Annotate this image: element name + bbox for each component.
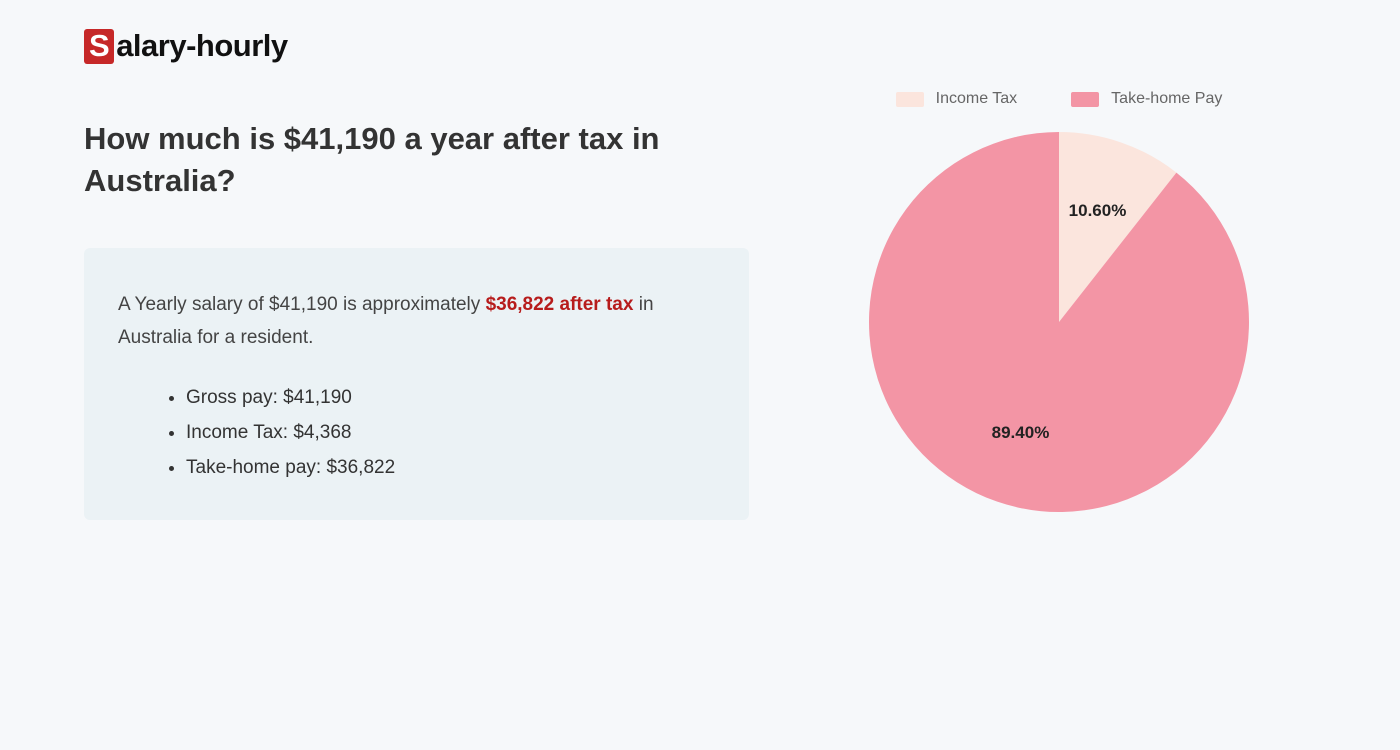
summary-text: A Yearly salary of $41,190 is approximat… <box>118 288 715 355</box>
logo-text: alary-hourly <box>116 28 287 64</box>
pie-label-takehome: 89.40% <box>992 423 1050 443</box>
summary-bullets: Gross pay: $41,190 Income Tax: $4,368 Ta… <box>118 380 715 485</box>
bullet-takehome: Take-home pay: $36,822 <box>186 450 715 485</box>
summary-highlight: $36,822 after tax <box>486 294 634 315</box>
summary-prefix: A Yearly salary of $41,190 is approximat… <box>118 294 486 315</box>
legend-label-tax: Income Tax <box>936 90 1018 108</box>
left-column: How much is $41,190 a year after tax in … <box>84 118 749 520</box>
right-column: Income Tax Take-home Pay 10.60% 89.40% <box>859 90 1259 512</box>
legend-label-takehome: Take-home Pay <box>1111 90 1222 108</box>
bullet-gross: Gross pay: $41,190 <box>186 380 715 415</box>
legend-item-tax: Income Tax <box>896 90 1018 108</box>
legend-swatch-takehome <box>1071 92 1099 107</box>
site-logo: Salary-hourly <box>84 28 1316 64</box>
content-row: How much is $41,190 a year after tax in … <box>84 118 1316 520</box>
pie-svg <box>869 132 1249 512</box>
page-title: How much is $41,190 a year after tax in … <box>84 118 749 202</box>
legend-item-takehome: Take-home Pay <box>1071 90 1222 108</box>
pie-slice-1 <box>869 132 1249 512</box>
pie-chart: 10.60% 89.40% <box>869 132 1249 512</box>
page-container: Salary-hourly How much is $41,190 a year… <box>0 0 1400 520</box>
logo-badge: S <box>84 29 114 64</box>
chart-legend: Income Tax Take-home Pay <box>859 90 1259 108</box>
legend-swatch-tax <box>896 92 924 107</box>
pie-label-tax: 10.60% <box>1069 201 1127 221</box>
summary-box: A Yearly salary of $41,190 is approximat… <box>84 248 749 520</box>
bullet-tax: Income Tax: $4,368 <box>186 415 715 450</box>
